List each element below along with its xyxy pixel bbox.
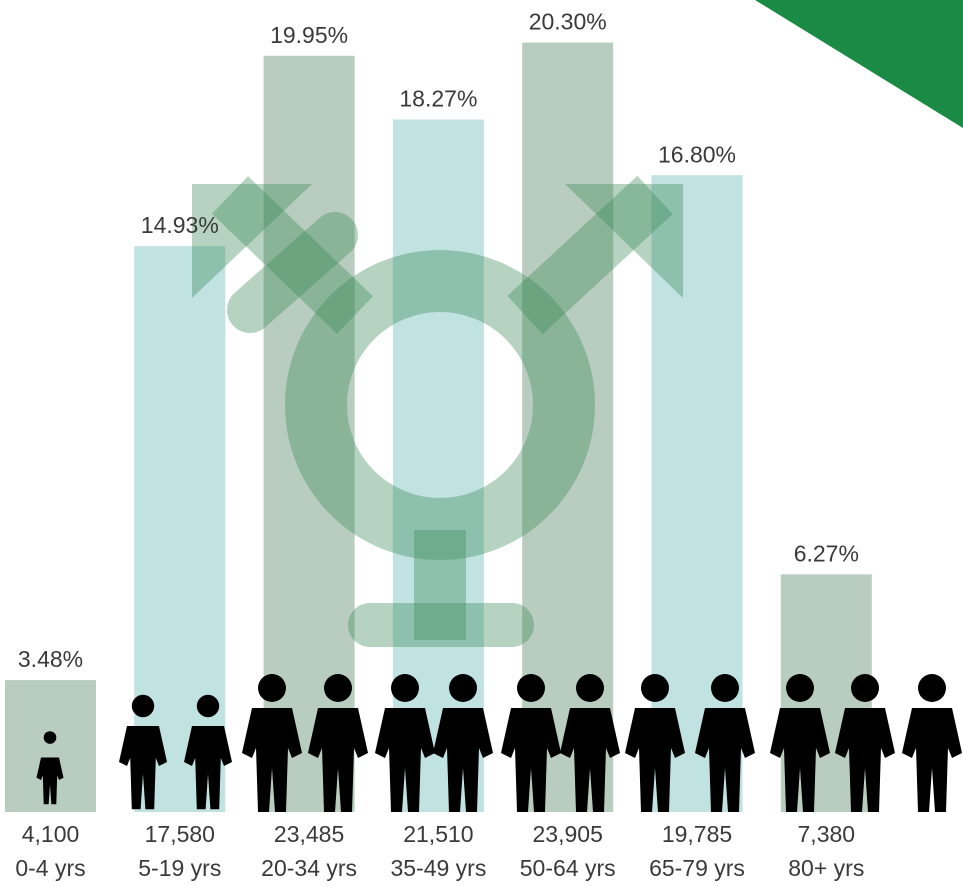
gender-arrows (192, 184, 683, 298)
count-label: 23,905 (533, 821, 603, 847)
person-body (375, 708, 435, 812)
person-body (770, 708, 830, 812)
person-body (308, 708, 368, 812)
person-body (242, 708, 302, 812)
category-label: 50-64 yrs (520, 855, 616, 881)
person-body (501, 708, 561, 812)
gender-symbol (211, 175, 673, 647)
person-body (625, 708, 685, 812)
value-label: 16.80% (658, 141, 736, 167)
person-head (851, 674, 879, 702)
category-label: 80+ yrs (788, 855, 864, 881)
count-label: 17,580 (145, 821, 215, 847)
value-label: 14.93% (141, 212, 219, 238)
bar (5, 680, 96, 812)
value-label: 3.48% (18, 646, 83, 672)
person-body (695, 708, 755, 812)
person-head (517, 674, 545, 702)
bar (134, 246, 226, 812)
count-label: 7,380 (798, 821, 856, 847)
person-body (835, 708, 895, 812)
count-label: 19,785 (662, 821, 732, 847)
value-label: 18.27% (399, 86, 477, 112)
count-label: 21,510 (403, 821, 473, 847)
person-body (902, 708, 962, 812)
category-label: 35-49 yrs (390, 855, 486, 881)
value-label: 6.27% (794, 540, 859, 566)
person-head (786, 674, 814, 702)
bars (5, 42, 872, 813)
person-head (131, 694, 155, 718)
person-head (391, 674, 419, 702)
person-head (258, 674, 286, 702)
person-head (641, 674, 669, 702)
person-body (36, 757, 64, 805)
person-head (711, 674, 739, 702)
corner-triangle (755, 0, 963, 128)
person-body (433, 708, 493, 812)
person-head (324, 674, 352, 702)
person-head (576, 674, 604, 702)
category-label: 0-4 yrs (15, 855, 85, 881)
category-label: 20-34 yrs (261, 855, 357, 881)
labels: 3.48% 4,100 0-4 yrs 14.93% 17,580 5-19 yrs 19.… (15, 9, 864, 881)
bar (651, 175, 743, 812)
person-head (43, 731, 57, 744)
category-label: 5-19 yrs (138, 855, 221, 881)
person-body (560, 708, 620, 812)
value-label: 20.30% (529, 9, 607, 35)
count-label: 23,485 (274, 821, 344, 847)
people-icons (36, 674, 962, 812)
person-body (184, 726, 232, 810)
person-head (449, 674, 477, 702)
person-head (918, 674, 946, 702)
category-label: 65-79 yrs (649, 855, 745, 881)
count-label: 4,100 (22, 821, 80, 847)
person-head (196, 694, 220, 718)
person-body (119, 726, 167, 810)
value-label: 19.95% (270, 22, 348, 48)
